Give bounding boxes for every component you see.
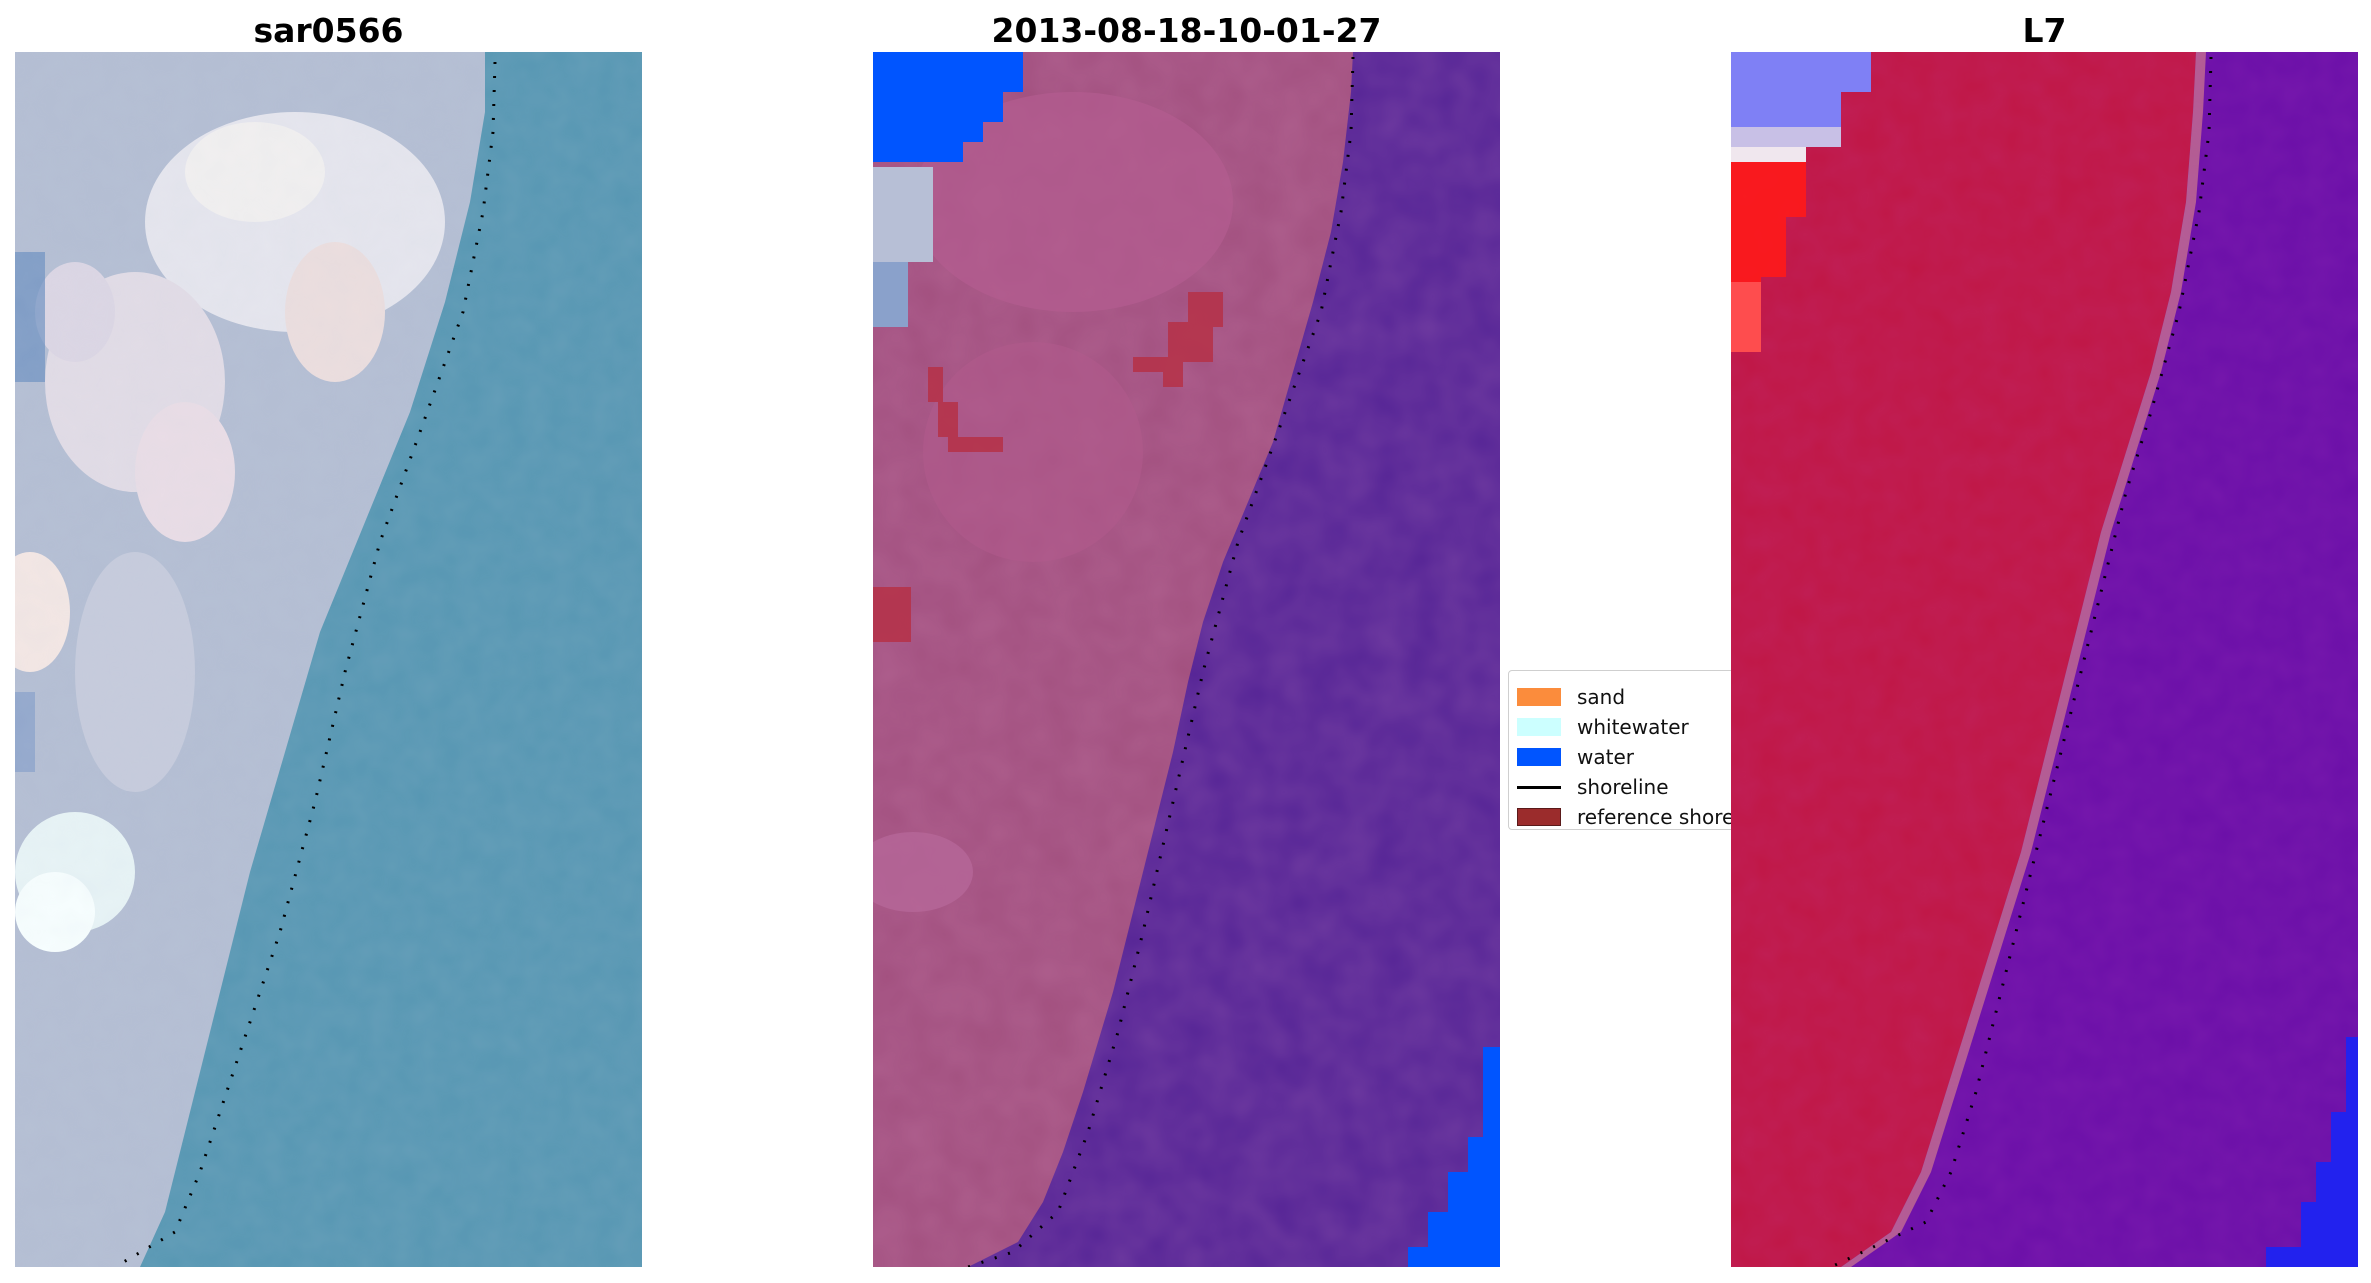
water-area-bottom [1408,1047,1500,1267]
rgb-image-panel [15,52,642,1267]
legend-swatch [1517,688,1561,706]
classified-image [873,52,1500,1267]
legend-label: sand [1577,685,1626,709]
legend-item-whitewater: whitewater [1517,712,1689,742]
legend-swatch [1517,808,1561,826]
legend-item-water: water [1517,742,1634,772]
water-area-top [873,52,1023,162]
legend-label: shoreline [1577,775,1669,799]
legend-swatch [1517,718,1561,736]
legend: sand whitewater water shoreline referenc… [1508,670,1738,830]
legend-label: whitewater [1577,715,1689,739]
legend-label: water [1577,745,1634,769]
legend-item-reference-shore: reference shore [1517,802,1735,829]
panel-title-classified: 2013-08-18-10-01-27 [991,11,1382,50]
panel-title-rgb: sar0566 [253,11,404,50]
shoreline-line [114,61,497,1267]
legend-swatch [1517,748,1561,766]
legend-line [1517,785,1561,789]
water-area-bottom [2266,1037,2358,1267]
panel-title-l7: L7 [2022,11,2067,50]
legend-item-sand: sand [1517,682,1625,712]
classified-image-panel [873,52,1500,1267]
l7-image-panel [1731,52,2358,1267]
l7-image [1731,52,2358,1267]
legend-item-shoreline: shoreline [1517,772,1669,802]
reference-shore-patch [1133,292,1223,387]
rgb-satellite-image [15,52,642,1267]
legend-label: reference shore [1577,805,1735,829]
